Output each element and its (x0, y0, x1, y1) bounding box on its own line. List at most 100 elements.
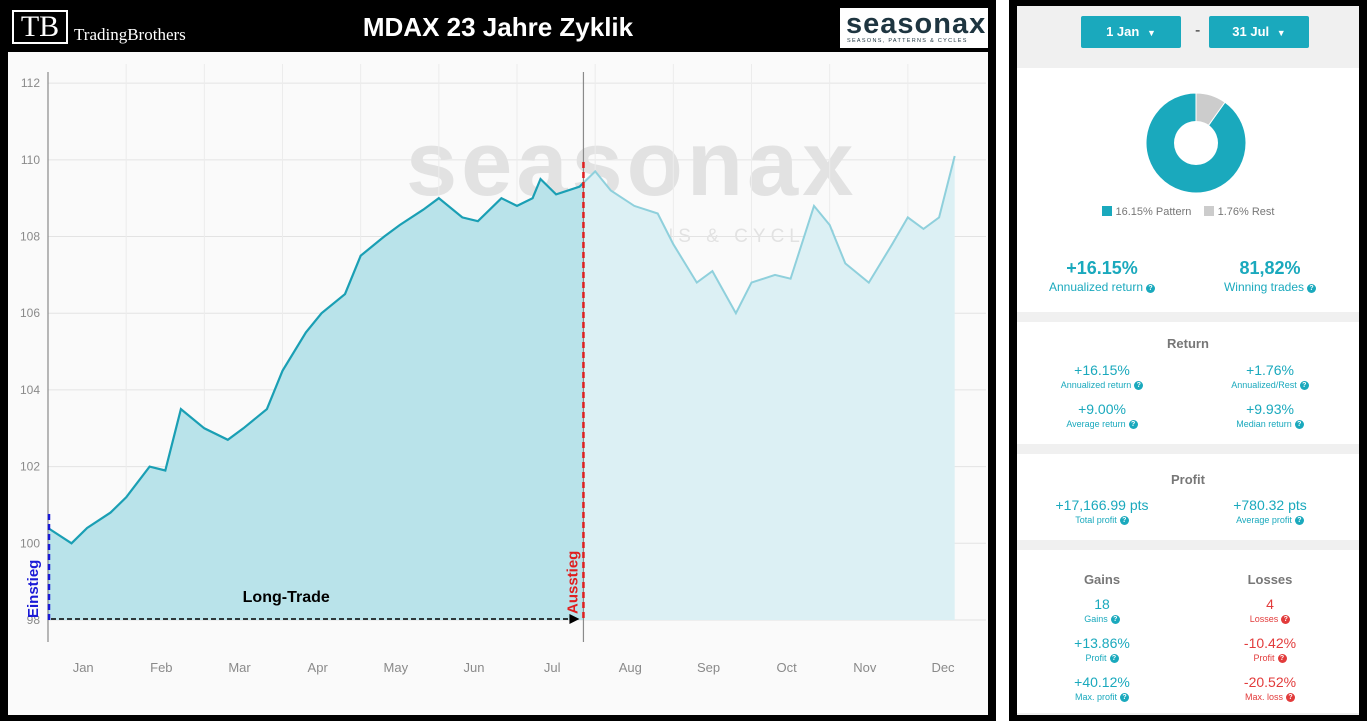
help-icon[interactable]: ? (1128, 420, 1138, 429)
total-profit-value: +17,166.99 pts (1055, 497, 1149, 513)
legend-swatch-rest (1203, 206, 1214, 216)
help-icon[interactable]: ? (1146, 284, 1156, 293)
y-tick-label: 100 (20, 536, 40, 550)
gains-profit-label: Profit? (1027, 653, 1177, 663)
x-tick-label: Dec (931, 660, 955, 675)
average-profit-value: +780.32 pts (1233, 497, 1307, 513)
x-tick-label: Mar (228, 660, 251, 675)
x-tick-label: Jul (544, 660, 561, 675)
x-tick-label: Oct (777, 660, 798, 675)
gains-losses-card: Gains Losses 18 Gains? 4 Losses? +13.86%… (1017, 550, 1359, 713)
help-icon[interactable]: ? (1119, 516, 1129, 525)
x-tick-label: Jan (73, 660, 94, 675)
y-tick-label: 98 (27, 613, 41, 627)
average-return-label: Average return? (1027, 419, 1177, 429)
tb-logo: TB (12, 10, 68, 44)
y-tick-label: 106 (20, 306, 40, 320)
kpi-annualized-return-label: Annualized return? (1027, 280, 1177, 294)
annualized-return-label: Annualized return? (1027, 380, 1177, 390)
exit-label: Ausstieg (564, 551, 581, 614)
long-trade-label: Long-Trade (243, 589, 330, 606)
date-to-dropdown[interactable]: 31 Jul ▼ (1209, 16, 1309, 48)
max-profit-value: +40.12% (1074, 674, 1130, 690)
return-title: Return (1167, 336, 1209, 351)
gains-count-value: 18 (1094, 596, 1110, 612)
chevron-down-icon: ▼ (1276, 28, 1286, 38)
gains-profit-value: +13.86% (1074, 635, 1130, 651)
losses-count-label: Losses? (1195, 614, 1345, 624)
chart-panel: TB TradingBrothers MDAX 23 Jahre Zyklik … (0, 0, 996, 721)
losses-profit-label: Profit? (1195, 653, 1345, 663)
losses-count-value: 4 (1266, 596, 1274, 612)
gains-title: Gains (1083, 572, 1121, 587)
losses-profit-value: -10.42% (1243, 635, 1297, 651)
kpi-annualized-return: +16.15% (1066, 258, 1138, 278)
area-fill-after-exit (583, 156, 955, 620)
area-fill-trade-window (48, 179, 584, 620)
chart-title: MDAX 23 Jahre Zyklik (362, 12, 634, 42)
help-icon[interactable]: ? (1281, 615, 1291, 624)
summary-card: 16.15% Pattern 1.76% Rest +16.15% Annual… (1017, 68, 1359, 312)
help-icon[interactable]: ? (1307, 284, 1317, 293)
x-tick-label: Aug (619, 660, 642, 675)
pattern-rest-pie-chart (1145, 92, 1247, 194)
entry-label: Einstieg (25, 560, 42, 618)
help-icon[interactable]: ? (1110, 615, 1120, 624)
help-icon[interactable]: ? (1286, 693, 1295, 702)
help-icon[interactable]: ? (1120, 693, 1129, 702)
kpi-winning-trades: 81,82% (1239, 258, 1301, 278)
legend-swatch-pattern (1101, 206, 1112, 216)
median-return-value: +9.93% (1246, 401, 1294, 417)
help-icon[interactable]: ? (1277, 654, 1287, 663)
tb-brand-name: TradingBrothers (74, 25, 186, 44)
average-profit-label: Average profit? (1195, 515, 1345, 525)
x-tick-label: Jun (464, 660, 485, 675)
profit-card: Profit +17,166.99 pts Total profit? +780… (1017, 454, 1359, 540)
seasonax-logo: seasonax SEASONS, PATTERNS & CYCLES (840, 8, 988, 48)
max-loss-label: Max. loss? (1195, 692, 1345, 702)
seasonal-line-trade-window (47, 177, 585, 545)
help-icon[interactable]: ? (1294, 516, 1304, 525)
seasonax-logo-text: seasonax (846, 8, 987, 40)
date-from-label: 1 Jan (1106, 24, 1140, 39)
stats-panel: 1 Jan ▼ - 31 Jul ▼ 16.15% Pattern 1.76% … (1009, 0, 1367, 721)
y-tick-label: 104 (20, 383, 40, 397)
y-tick-label: 112 (21, 76, 40, 90)
chart-area: seasonax SEASONS, PATTERNS & CYCLES 9810… (8, 52, 988, 715)
annualized-rest-label: Annualized/Rest? (1195, 380, 1345, 390)
help-icon[interactable]: ? (1294, 420, 1304, 429)
profit-title: Profit (1171, 472, 1205, 487)
return-card: Return +16.15% Annualized return? +1.76%… (1017, 322, 1359, 444)
y-tick-label: 108 (20, 230, 40, 244)
chart-header: TB TradingBrothers MDAX 23 Jahre Zyklik … (8, 6, 988, 48)
y-tick-label: 110 (21, 153, 40, 167)
annualized-return-value: +16.15% (1074, 362, 1130, 378)
seasonax-logo-tagline: SEASONS, PATTERNS & CYCLES (847, 38, 968, 44)
x-tick-label: Nov (853, 660, 877, 675)
x-tick-label: Apr (308, 660, 329, 675)
date-separator: - (1195, 22, 1201, 39)
help-icon[interactable]: ? (1109, 654, 1119, 663)
date-from-dropdown[interactable]: 1 Jan ▼ (1081, 16, 1181, 48)
annualized-rest-value: +1.76% (1246, 362, 1294, 378)
date-to-label: 31 Jul (1232, 24, 1270, 39)
y-tick-label: 102 (20, 460, 40, 474)
max-loss-value: -20.52% (1243, 674, 1297, 690)
median-return-label: Median return? (1195, 419, 1345, 429)
gains-count-label: Gains? (1027, 614, 1177, 624)
average-return-value: +9.00% (1078, 401, 1126, 417)
kpi-winning-trades-label: Winning trades? (1195, 280, 1345, 294)
chevron-down-icon: ▼ (1146, 28, 1156, 38)
seasonal-line-after-exit (582, 155, 956, 316)
long-trade-arrowhead (569, 614, 580, 624)
max-profit-label: Max. profit? (1027, 692, 1177, 702)
watermark-text: seasonax (406, 113, 857, 215)
help-icon[interactable]: ? (1134, 381, 1144, 390)
pie-legend: 16.15% Pattern 1.76% Rest (1017, 206, 1359, 218)
x-tick-label: Feb (150, 660, 172, 675)
x-tick-label: Sep (697, 660, 720, 675)
losses-title: Losses (1247, 572, 1293, 587)
help-icon[interactable]: ? (1299, 381, 1309, 390)
total-profit-label: Total profit? (1027, 515, 1177, 525)
seasonal-chart[interactable]: seasonax SEASONS, PATTERNS & CYCLES 9810… (8, 52, 988, 715)
